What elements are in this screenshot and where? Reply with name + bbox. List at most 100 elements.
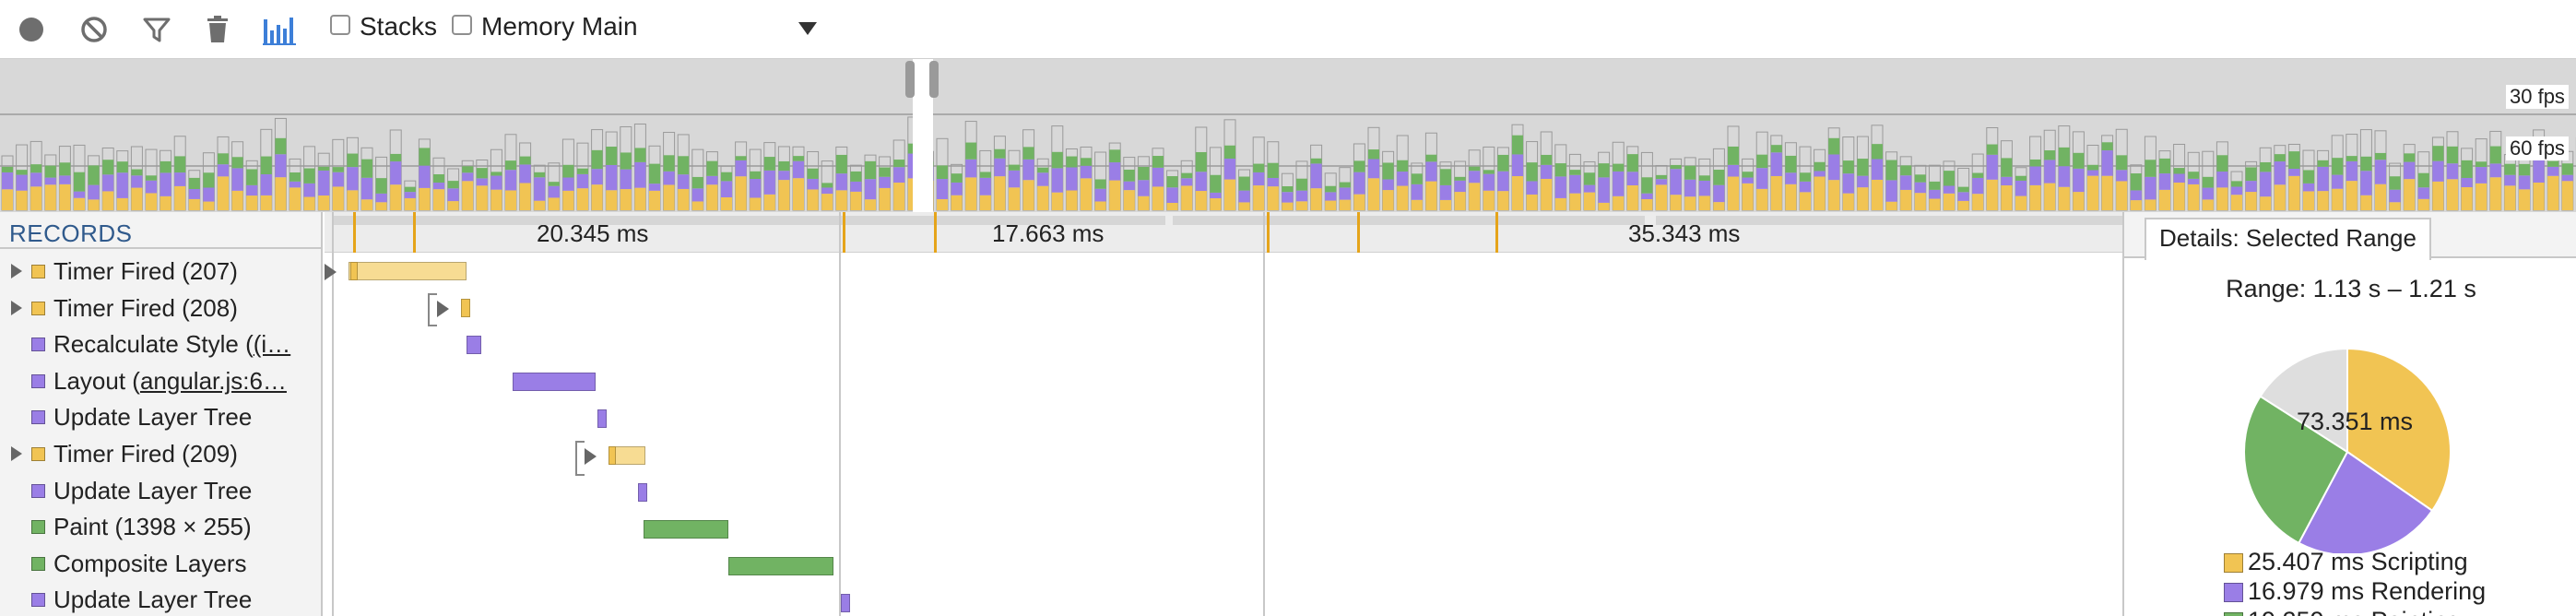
frame-bar[interactable] (1080, 146, 1093, 211)
frame-bar[interactable] (1698, 158, 1711, 211)
frame-bar[interactable] (2187, 151, 2200, 211)
frame-bar[interactable] (749, 148, 762, 211)
record-button[interactable] (11, 9, 52, 50)
frame-bar[interactable] (1496, 147, 1509, 211)
frame-bar[interactable] (504, 134, 517, 211)
tab-details-selected-range[interactable]: Details: Selected Range (2145, 218, 2431, 260)
timeline-record-bar[interactable] (513, 373, 596, 391)
frame-bar[interactable] (2302, 149, 2315, 211)
frame-bar[interactable] (2446, 131, 2459, 211)
frame-bar[interactable] (2259, 147, 2272, 211)
frame-bar[interactable] (1051, 125, 1064, 211)
frame-bar[interactable] (763, 142, 776, 211)
frame-bar[interactable] (1396, 135, 1409, 211)
expand-arrow-icon[interactable] (11, 446, 22, 461)
memory-dropdown-arrow-icon[interactable] (798, 22, 817, 35)
frame-bar[interactable] (1123, 157, 1136, 211)
frame-bar[interactable] (2202, 150, 2215, 211)
frame-bar[interactable] (88, 155, 100, 211)
frame-bar[interactable] (1180, 160, 1193, 211)
frame-bar[interactable] (2518, 136, 2531, 211)
frame-bar[interactable] (648, 145, 661, 211)
frame-bar[interactable] (2144, 136, 2157, 211)
timeline-record-bar[interactable] (467, 336, 481, 354)
frame-bar[interactable] (1914, 164, 1927, 211)
record-row[interactable]: Layout (angular.js:6… (0, 362, 321, 399)
frame-bar[interactable] (1295, 160, 1308, 211)
frame-bar[interactable] (1036, 158, 1049, 211)
frame-bar[interactable] (879, 156, 892, 211)
frame-bar[interactable] (2173, 143, 2186, 211)
frame-bar[interactable] (1353, 143, 1365, 211)
frame-bar[interactable] (2058, 125, 2071, 211)
frame-bar[interactable] (691, 148, 704, 211)
frame-bar[interactable] (44, 154, 57, 211)
frame-bar[interactable] (245, 160, 258, 211)
frame-bar[interactable] (1856, 136, 1869, 211)
frame-bar[interactable] (979, 149, 992, 211)
frame-bar[interactable] (173, 136, 186, 211)
selection-handle-icon[interactable] (929, 61, 939, 98)
frame-bar[interactable] (2287, 143, 2300, 211)
frame-bar[interactable] (360, 147, 373, 211)
frame-bar[interactable] (1799, 146, 1812, 211)
frame-bar[interactable] (1612, 141, 1625, 211)
timeline-record-bar[interactable] (350, 262, 358, 280)
frame-bar[interactable] (1382, 150, 1395, 211)
frame-bar[interactable] (2546, 154, 2559, 211)
frame-bar[interactable] (576, 142, 589, 211)
record-row[interactable]: Update Layer Tree (0, 398, 321, 435)
timeline-record-bar[interactable] (638, 483, 647, 502)
frame-bar[interactable] (404, 180, 417, 211)
frame-bar[interactable] (1439, 161, 1452, 211)
frame-bar[interactable] (2561, 150, 2574, 211)
record-row[interactable]: Timer Fired (209) (0, 435, 321, 472)
record-row[interactable]: Update Layer Tree (0, 581, 321, 616)
expand-arrow-icon[interactable] (325, 264, 337, 280)
frame-bar[interactable] (101, 147, 114, 211)
frame-bar[interactable] (1238, 169, 1251, 211)
timeline-record-bar[interactable] (461, 299, 470, 317)
frame-bar[interactable] (1195, 126, 1208, 211)
timeline-record-bar[interactable] (349, 262, 467, 280)
frame-bar[interactable] (73, 144, 86, 211)
frame-bar[interactable] (821, 160, 833, 211)
frame-bar[interactable] (317, 152, 330, 211)
frame-bar[interactable] (461, 160, 474, 211)
timeline-record-bar[interactable] (609, 446, 616, 465)
frame-bar[interactable] (1742, 158, 1755, 211)
frame-bar[interactable] (1367, 126, 1380, 211)
frame-bar[interactable] (1598, 151, 1611, 211)
frame-bar[interactable] (720, 165, 733, 211)
frame-bar[interactable] (375, 156, 388, 211)
frame-bar[interactable] (1008, 149, 1021, 211)
frame-bar[interactable] (735, 141, 748, 211)
frame-bar[interactable] (561, 138, 574, 211)
frame-bar[interactable] (1928, 164, 1941, 211)
frame-bar[interactable] (2230, 171, 2243, 211)
frame-bar[interactable] (1267, 141, 1280, 211)
frame-bar[interactable] (2475, 138, 2487, 211)
frame-bar[interactable] (1137, 156, 1150, 211)
frame-bar[interactable] (633, 124, 646, 211)
frame-bar[interactable] (1712, 148, 1725, 211)
filter-button[interactable] (136, 9, 177, 50)
frame-bar[interactable] (188, 170, 201, 211)
frame-bar[interactable] (2130, 164, 2143, 211)
frame-bar[interactable] (2274, 145, 2286, 211)
frame-bar[interactable] (1814, 148, 1826, 211)
frame-bar[interactable] (1943, 160, 1956, 211)
frame-bar[interactable] (993, 136, 1006, 211)
frame-bar[interactable] (1108, 142, 1121, 211)
frame-bar[interactable] (1885, 151, 1898, 211)
frame-bar[interactable] (160, 149, 172, 211)
timeline-record-bar[interactable] (728, 557, 833, 575)
frame-bar[interactable] (1540, 131, 1553, 211)
frame-bar[interactable] (1065, 148, 1078, 211)
frame-bar[interactable] (1670, 158, 1683, 211)
frame-bar[interactable] (58, 146, 71, 211)
frame-bar[interactable] (1842, 136, 1855, 211)
frame-bar[interactable] (777, 146, 790, 211)
frame-bar[interactable] (2461, 148, 2474, 211)
frame-bar[interactable] (548, 162, 561, 211)
